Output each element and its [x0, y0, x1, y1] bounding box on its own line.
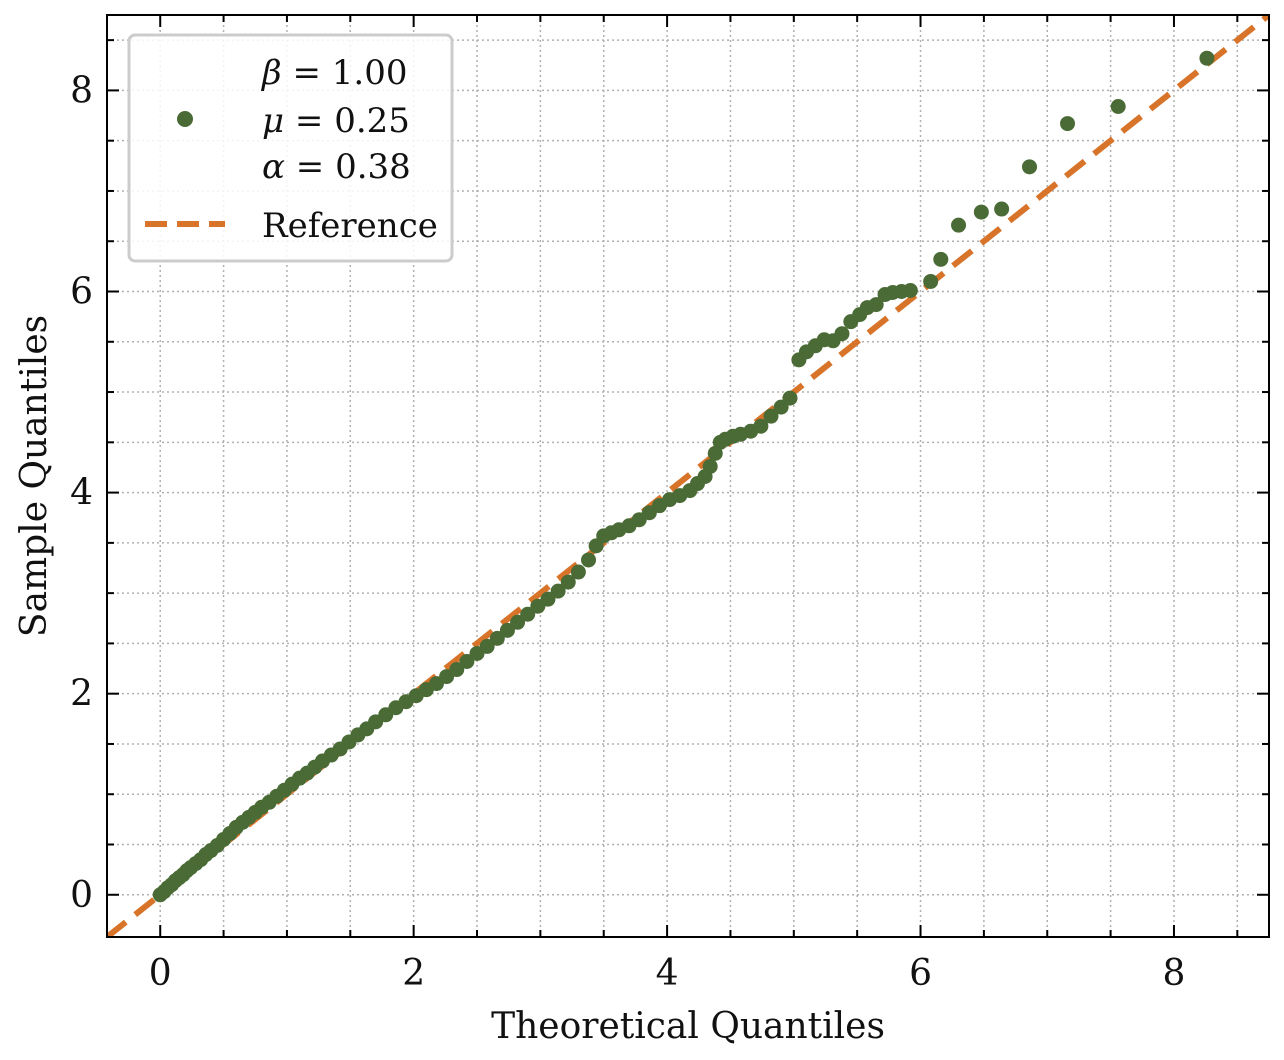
data-point: [933, 251, 949, 267]
data-point: [951, 217, 967, 233]
legend-line-beta: β = 1.00: [260, 53, 407, 93]
alpha-value: = 0.38: [285, 147, 411, 187]
data-point: [753, 418, 769, 434]
data-point: [868, 297, 884, 313]
x-tick-label: 0: [149, 953, 172, 994]
legend-line-alpha: α = 0.38: [262, 147, 411, 187]
y-tick-label: 2: [70, 674, 93, 715]
grid: [107, 15, 1269, 937]
x-tick-label: 6: [909, 953, 932, 994]
data-point: [782, 390, 798, 406]
x-tick-label: 2: [402, 953, 425, 994]
plot-frame: [106, 14, 1270, 938]
data-point: [973, 204, 989, 220]
data-point: [449, 662, 465, 678]
data-point: [550, 583, 566, 599]
x-tick-label: 8: [1163, 953, 1186, 994]
data-point: [540, 591, 556, 607]
data-point: [459, 654, 475, 670]
axis-ticks: [107, 15, 1269, 937]
mu-symbol: μ: [262, 101, 284, 141]
data-point: [1060, 116, 1076, 132]
beta-value: = 1.00: [282, 53, 408, 93]
data-point: [834, 326, 850, 342]
data-point: [1199, 50, 1215, 66]
tick-labels: 0 2 4 6 8 0 2 4 6 8: [70, 70, 1185, 994]
mu-value: = 0.25: [284, 101, 410, 141]
y-axis-label: Sample Quantiles: [14, 315, 55, 637]
data-point: [994, 201, 1010, 217]
y-tick-label: 8: [70, 70, 93, 111]
data-point: [479, 638, 495, 654]
legend-marker: [177, 111, 193, 127]
data-point: [1022, 159, 1038, 175]
legend-reference-label: Reference: [262, 206, 438, 246]
data-point: [763, 408, 779, 424]
data-point: [520, 606, 536, 622]
y-tick-label: 0: [70, 875, 93, 916]
beta-symbol: β: [260, 53, 282, 93]
alpha-symbol: α: [262, 147, 285, 187]
data-point: [570, 564, 586, 580]
data-point: [702, 458, 718, 474]
data-point: [581, 552, 597, 568]
data-point: [489, 630, 505, 646]
x-tick-label: 4: [656, 953, 679, 994]
data-points: [152, 50, 1215, 903]
legend-box: [127, 33, 454, 263]
data-point: [560, 574, 576, 590]
data-point: [499, 622, 515, 638]
legend: β = 1.00 μ = 0.25 α = 0.38 Reference: [127, 33, 454, 263]
data-point: [1110, 98, 1126, 114]
data-point: [923, 273, 939, 289]
legend-line-mu: μ = 0.25: [262, 101, 410, 141]
reference-line: [107, 15, 1269, 937]
data-point: [510, 614, 526, 630]
y-tick-label: 4: [70, 473, 93, 514]
x-axis-label: Theoretical Quantiles: [491, 1006, 885, 1047]
y-tick-label: 6: [70, 271, 93, 312]
data-point: [902, 282, 918, 298]
